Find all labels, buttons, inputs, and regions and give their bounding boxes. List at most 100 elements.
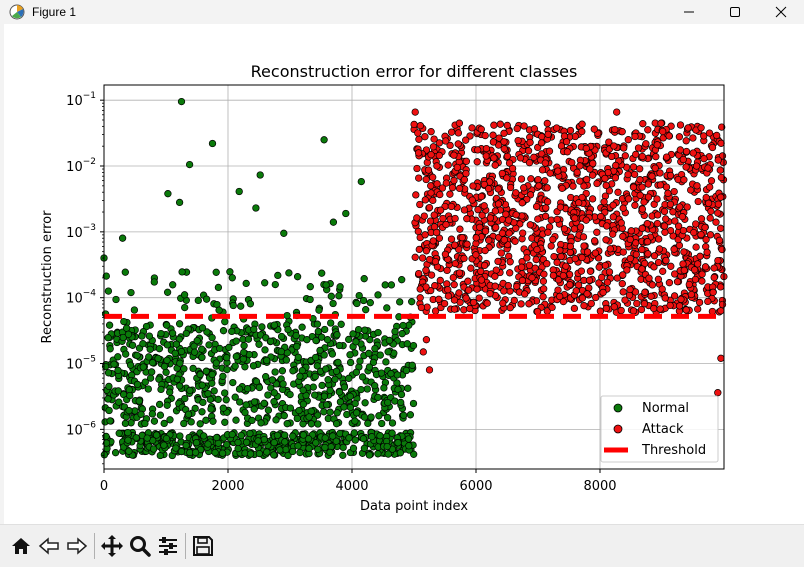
normal-point: [303, 336, 311, 344]
normal-point: [255, 449, 264, 458]
normal-point: [323, 336, 332, 344]
attack-point: [411, 253, 419, 261]
normal-point: [321, 443, 329, 452]
forward-button[interactable]: [63, 531, 91, 561]
attack-point: [666, 301, 674, 310]
attack-point: [716, 224, 725, 232]
attack-point: [619, 288, 627, 296]
normal-point: [232, 337, 240, 345]
attack-point: [432, 228, 441, 237]
normal-point: [351, 436, 359, 444]
attack-point: [508, 164, 517, 173]
close-button[interactable]: [758, 0, 804, 24]
attack-point: [704, 199, 713, 207]
attack-point: [609, 213, 617, 221]
attack-point: [464, 277, 472, 285]
legend-attack-marker: [613, 424, 623, 434]
normal-point: [340, 403, 348, 411]
maximize-button[interactable]: [712, 0, 758, 24]
normal-point: [175, 198, 184, 207]
figure-canvas[interactable]: Reconstruction error for different class…: [0, 24, 804, 524]
attack-point: [431, 282, 439, 290]
attack-point: [505, 159, 514, 167]
attack-point: [601, 174, 609, 183]
normal-point: [374, 393, 382, 402]
attack-point: [499, 299, 507, 307]
normal-point: [180, 291, 189, 299]
attack-point: [444, 292, 453, 300]
normal-point: [250, 405, 258, 413]
attack-point: [656, 169, 664, 177]
attack-point: [656, 305, 664, 313]
normal-point: [354, 325, 363, 334]
attack-point: [517, 300, 525, 308]
normal-point: [184, 410, 193, 418]
home-button[interactable]: [7, 531, 35, 561]
attack-point: [532, 202, 541, 211]
attack-point: [636, 176, 644, 184]
attack-point: [601, 261, 610, 270]
attack-point: [656, 181, 665, 189]
attack-point: [708, 143, 717, 152]
attack-point: [582, 144, 590, 153]
toolbar-separator: [185, 533, 186, 559]
normal-point: [176, 432, 184, 440]
normal-point: [212, 359, 220, 367]
attack-point: [639, 120, 647, 128]
save-button[interactable]: [189, 531, 217, 561]
attack-point: [578, 253, 586, 262]
normal-point: [376, 432, 384, 440]
attack-point: [705, 129, 714, 137]
normal-point: [334, 358, 342, 367]
back-button[interactable]: [35, 531, 63, 561]
attack-point: [420, 212, 428, 220]
attack-point: [504, 282, 512, 290]
normal-point: [119, 333, 127, 342]
attack-point: [549, 235, 557, 244]
attack-point: [495, 134, 503, 142]
attack-point: [486, 289, 494, 298]
normal-point: [124, 428, 132, 437]
normal-point: [332, 367, 341, 375]
attack-point: [683, 203, 691, 211]
attack-point: [416, 122, 425, 130]
normal-point: [172, 444, 180, 452]
configure-subplots-button[interactable]: [154, 531, 182, 561]
attack-point: [706, 231, 715, 239]
attack-point: [417, 303, 426, 312]
attack-point: [455, 119, 464, 127]
normal-point: [383, 414, 392, 422]
normal-point: [377, 369, 386, 377]
attack-point: [682, 306, 690, 314]
normal-point: [114, 353, 122, 361]
attack-point: [653, 195, 661, 203]
attack-point: [482, 152, 490, 160]
attack-point: [534, 215, 542, 223]
attack-point: [550, 252, 558, 261]
pan-button[interactable]: [98, 531, 126, 561]
normal-point: [331, 375, 339, 383]
normal-point: [332, 437, 340, 445]
normal-point: [339, 443, 347, 452]
attack-point: [667, 262, 675, 270]
minimize-button[interactable]: [666, 0, 712, 24]
attack-point: [444, 286, 452, 294]
normal-point: [229, 301, 237, 310]
attack-point: [700, 132, 708, 140]
attack-point: [590, 237, 599, 245]
zoom-button[interactable]: [126, 531, 154, 561]
normal-point: [281, 438, 289, 446]
normal-point: [381, 281, 389, 289]
normal-point: [349, 444, 358, 452]
attack-point: [716, 283, 725, 291]
normal-point: [157, 329, 165, 338]
attack-point: [578, 294, 587, 302]
attack-point: [676, 146, 684, 154]
attack-point: [591, 249, 600, 257]
attack-point: [520, 184, 528, 192]
attack-point: [414, 149, 423, 157]
normal-point: [322, 365, 330, 373]
attack-point: [684, 124, 692, 132]
normal-point: [163, 401, 171, 409]
attack-point: [489, 131, 497, 139]
